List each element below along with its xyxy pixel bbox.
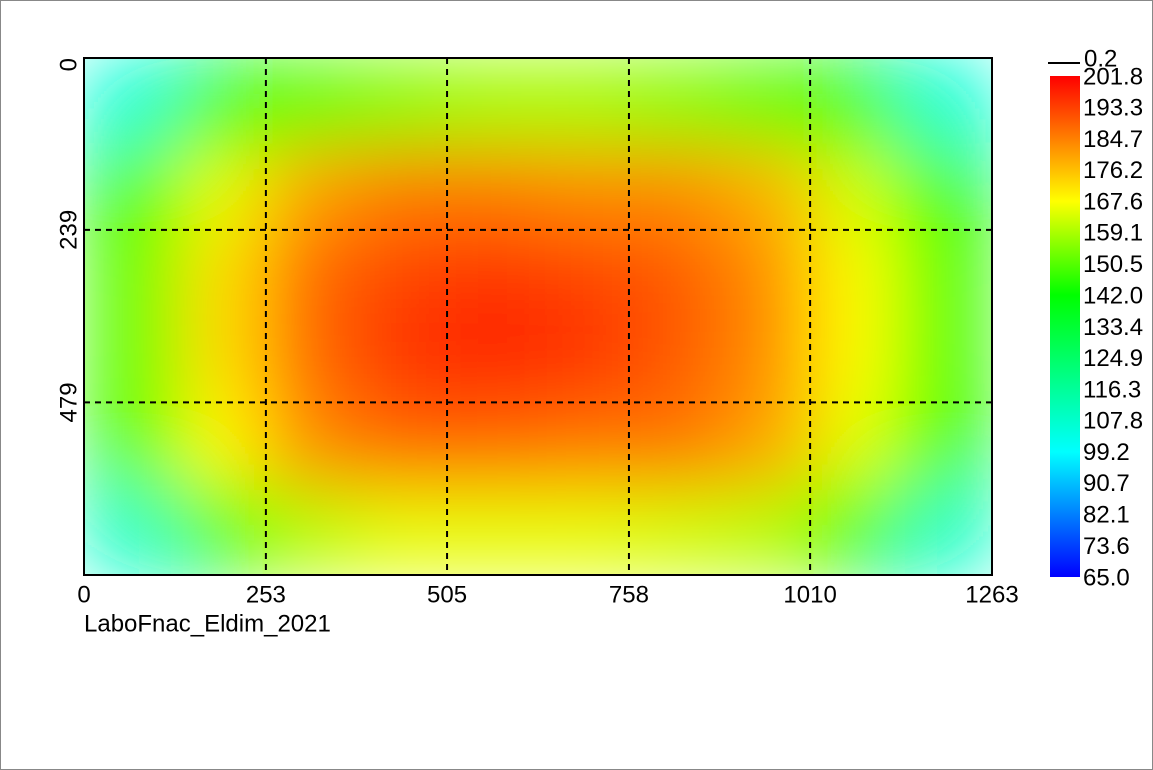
heatmap-cell (901, 489, 992, 575)
heatmap-cell (447, 403, 539, 491)
heatmap-cell (901, 230, 992, 318)
heatmap-cell (901, 316, 992, 405)
heatmap-cell (447, 489, 539, 575)
heatmap-cell (265, 316, 358, 405)
colorbar-tick-label: 167.6 (1083, 189, 1143, 216)
heatmap-cell (84, 489, 176, 575)
colorbar-tick-label: 201.8 (1083, 63, 1143, 90)
x-tick-label: 0 (77, 581, 90, 608)
heatmap-cell (447, 144, 539, 232)
colorbar-tick-label: 150.5 (1083, 251, 1143, 278)
caption: LaboFnac_Eldim_2021 (84, 610, 331, 637)
colorbar-tick-label: 176.2 (1083, 157, 1143, 184)
heatmap-cell (538, 144, 630, 232)
heatmap-cell (810, 144, 903, 232)
heatmap-cell (628, 316, 721, 405)
legend-line-label: 0.2 (1084, 45, 1117, 72)
y-tick-label: 479 (55, 382, 82, 422)
colorbar-tick-label: 116.3 (1083, 376, 1141, 403)
x-tick-label: 253 (246, 581, 286, 608)
heatmap-cell (447, 316, 539, 405)
heatmap-cell (628, 144, 721, 232)
colorbar-tick-label: 184.7 (1083, 126, 1143, 153)
heatmap-cell (538, 230, 630, 318)
heatmap-cell (538, 58, 630, 146)
heatmap-cell (84, 403, 176, 491)
heatmap-cell (265, 230, 358, 318)
heatmap-cell (628, 489, 721, 575)
colorbar-tick-label: 90.7 (1083, 470, 1130, 497)
heatmap-cell (174, 489, 267, 575)
heatmap-cell (356, 316, 449, 405)
heatmap-cell (628, 403, 721, 491)
colorbar-tick-label: 107.8 (1083, 408, 1143, 435)
y-tick-label: 239 (55, 210, 82, 250)
heatmap-cell (810, 489, 903, 575)
y-tick-label: 0 (55, 58, 82, 71)
heatmap-cell (356, 489, 449, 575)
heatmap-cell (84, 58, 176, 146)
heatmap-cell (84, 316, 176, 405)
heatmap-cell (901, 403, 992, 491)
heatmap-cell (174, 316, 267, 405)
heatmap-cell (174, 403, 267, 491)
heatmap-cell (719, 58, 812, 146)
heatmap-cell (719, 230, 812, 318)
colorbar-tick-label: 124.9 (1083, 345, 1143, 372)
heatmap-cell (265, 489, 358, 575)
heatmap-cell (719, 316, 812, 405)
colorbar-tick-label: 82.1 (1083, 502, 1130, 529)
heatmap-cell (356, 403, 449, 491)
colorbar-tick-label: 133.4 (1083, 314, 1143, 341)
x-tick-label: 1263 (965, 581, 1018, 608)
colorbar-tick-label: 65.0 (1083, 564, 1130, 591)
heatmap-cell (719, 403, 812, 491)
heatmap-cell (174, 144, 267, 232)
heatmap-cell (810, 316, 903, 405)
heatmap-cell (84, 144, 176, 232)
colorbar-tick-label: 142.0 (1083, 282, 1143, 309)
heatmap-cell (447, 230, 539, 318)
heatmap-cell (174, 230, 267, 318)
heatmap-cell (538, 316, 630, 405)
colorbar-tick-label: 159.1 (1083, 220, 1143, 247)
heatmap-cell (628, 58, 721, 146)
plot-frame (83, 57, 993, 576)
heatmap-cell (538, 403, 630, 491)
heatmap-field (84, 58, 992, 575)
x-tick-label: 758 (609, 581, 649, 608)
heatmap-cell (265, 144, 358, 232)
heatmap-cell (174, 58, 267, 146)
heatmap-cell (719, 489, 812, 575)
colorbar (1050, 76, 1080, 577)
colorbar-tick-label: 73.6 (1083, 533, 1130, 560)
heatmap-cell (538, 489, 630, 575)
heatmap-cell (265, 403, 358, 491)
heatmap-cell (628, 230, 721, 318)
heatmap-cell (810, 58, 903, 146)
colorbar-tick-label: 99.2 (1083, 439, 1130, 466)
heatmap-cell (356, 230, 449, 318)
heatmap-cell (356, 58, 449, 146)
heatmap-cell (901, 144, 992, 232)
heatmap-cell (356, 144, 449, 232)
heatmap-cell (447, 58, 539, 146)
heatmap-cell (901, 58, 992, 146)
colorbar-tick-label: 193.3 (1083, 94, 1143, 121)
heatmap-cell (265, 58, 358, 146)
heatmap-cell (719, 144, 812, 232)
x-tick-label: 1010 (783, 581, 836, 608)
x-tick-label: 505 (427, 581, 467, 608)
heatmap-cell (810, 230, 903, 318)
heatmap-cell (84, 230, 176, 318)
heatmap-cell (810, 403, 903, 491)
